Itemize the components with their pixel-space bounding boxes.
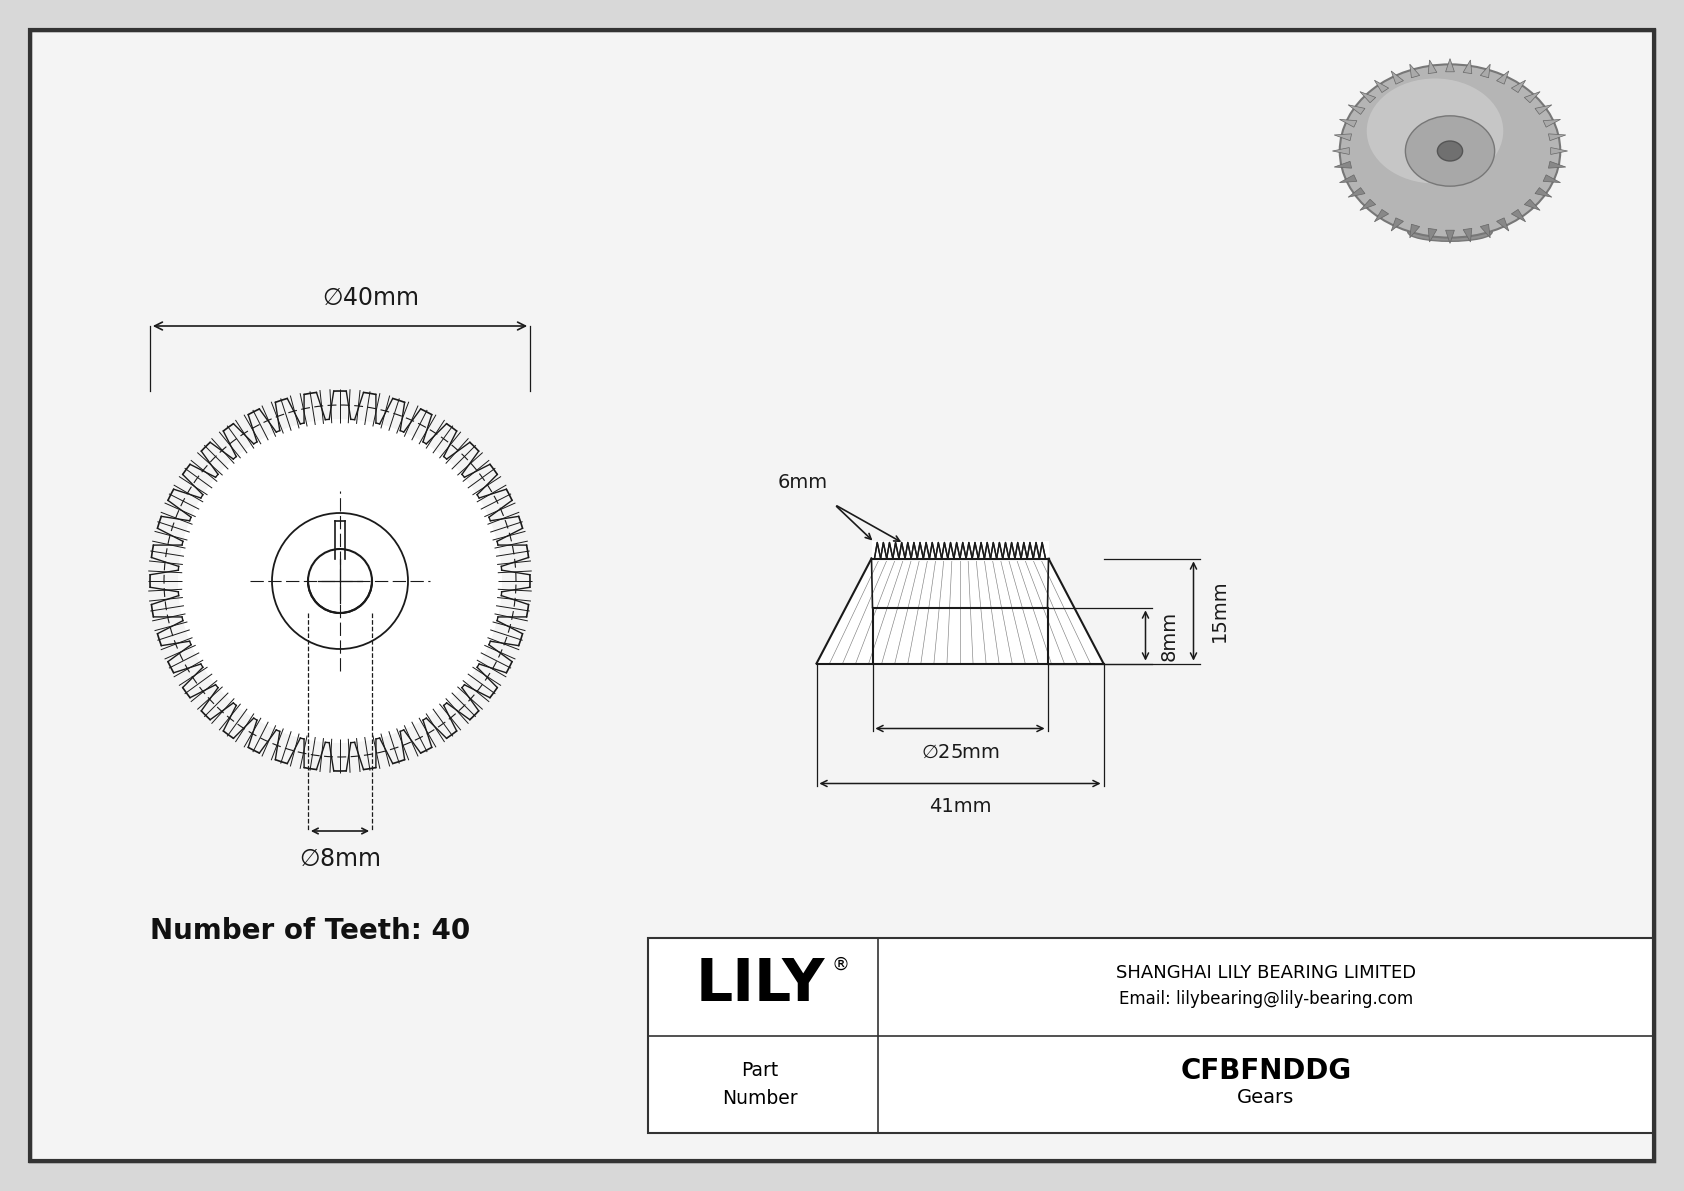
Text: SHANGHAI LILY BEARING LIMITED: SHANGHAI LILY BEARING LIMITED [1116,964,1416,981]
Polygon shape [1428,229,1436,242]
Polygon shape [1543,119,1561,127]
Polygon shape [1511,210,1526,222]
Polygon shape [1524,92,1541,102]
Polygon shape [1524,199,1541,211]
Bar [648,939,1654,1133]
Text: Part
Number: Part Number [722,1061,798,1108]
Polygon shape [1548,133,1566,141]
Ellipse shape [1408,224,1492,242]
Polygon shape [1410,64,1420,77]
Polygon shape [1349,105,1366,114]
Text: Gears: Gears [1238,1087,1295,1106]
Polygon shape [1349,188,1366,198]
Polygon shape [1334,133,1352,141]
Polygon shape [1463,60,1472,74]
Text: ®: ® [830,955,849,974]
Polygon shape [1548,161,1566,168]
Polygon shape [1536,105,1553,114]
Polygon shape [1536,188,1553,198]
Text: $\varnothing$8mm: $\varnothing$8mm [300,847,381,871]
Text: Email: lilybearing@lily-bearing.com: Email: lilybearing@lily-bearing.com [1118,990,1413,1008]
Polygon shape [1551,148,1568,155]
Ellipse shape [1340,64,1561,238]
Ellipse shape [1367,79,1504,183]
Text: LILY: LILY [695,956,825,1014]
Polygon shape [1463,229,1472,242]
Polygon shape [1480,64,1490,77]
Bar [335,531,345,561]
Text: 41mm: 41mm [930,798,992,817]
Polygon shape [1391,71,1403,85]
Polygon shape [1497,71,1509,85]
Polygon shape [1361,92,1376,102]
Text: 6mm: 6mm [778,474,827,493]
Bar [872,541,1049,561]
Circle shape [308,549,372,613]
Polygon shape [1334,161,1352,168]
Text: $\varnothing$25mm: $\varnothing$25mm [921,742,1000,761]
Bar [1408,194,1492,232]
Polygon shape [1391,218,1403,231]
Polygon shape [1497,218,1509,231]
Polygon shape [1445,230,1455,243]
Polygon shape [1374,80,1389,93]
Polygon shape [1339,119,1357,127]
Text: CFBFNDDG: CFBFNDDG [1180,1058,1352,1085]
Text: Number of Teeth: 40: Number of Teeth: 40 [150,917,470,944]
Polygon shape [1480,224,1490,238]
Polygon shape [1339,175,1357,182]
Polygon shape [1511,80,1526,93]
Circle shape [179,419,502,743]
Bar [872,607,1047,663]
Polygon shape [1332,148,1349,155]
Polygon shape [1374,210,1389,222]
Polygon shape [817,559,1103,663]
Ellipse shape [1408,186,1492,204]
Polygon shape [1361,199,1376,211]
Text: 15mm: 15mm [1209,580,1229,642]
Text: 8mm: 8mm [1160,611,1179,661]
Polygon shape [1445,58,1455,71]
Polygon shape [1543,175,1561,182]
Text: $\varnothing$40mm: $\varnothing$40mm [322,286,418,310]
Ellipse shape [1406,116,1495,186]
Polygon shape [1410,224,1420,238]
Circle shape [273,513,408,649]
Ellipse shape [1438,141,1463,161]
Polygon shape [1428,60,1436,74]
